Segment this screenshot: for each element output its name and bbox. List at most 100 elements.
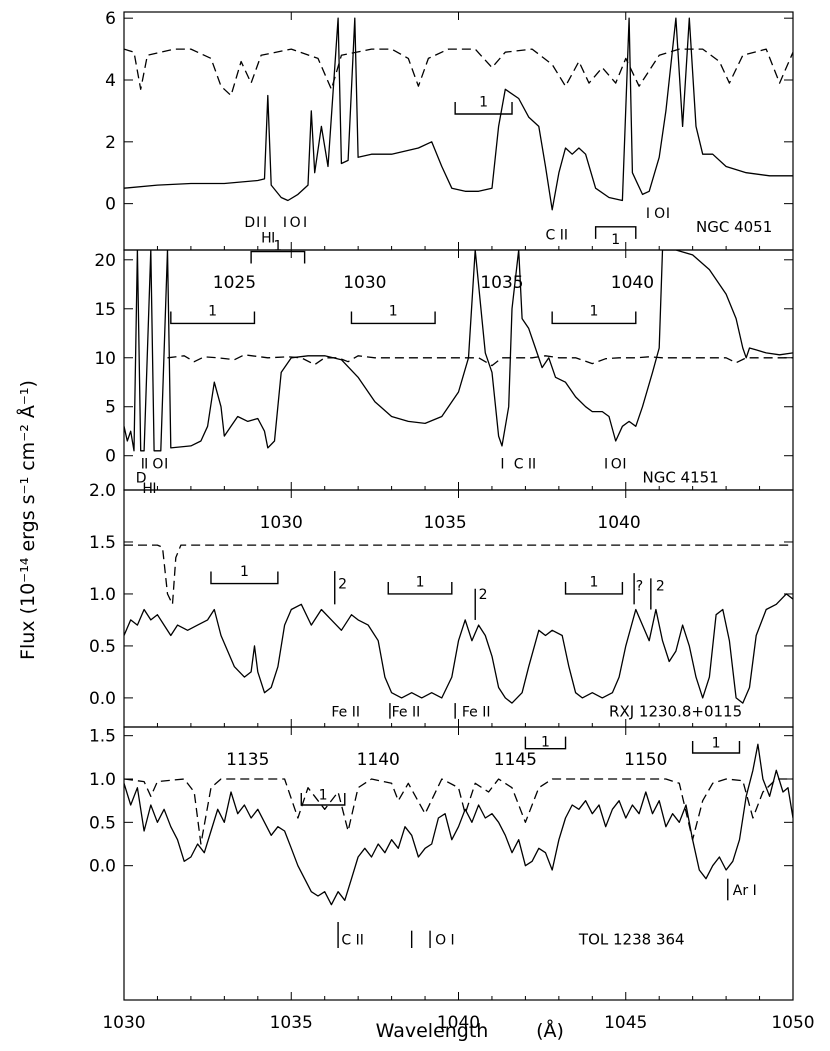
absorption-bracket [524, 736, 567, 750]
observed-spectrum-line [124, 743, 793, 906]
y-tick-label: 0 [105, 447, 116, 467]
top-scale-label: 1135 [226, 750, 269, 770]
y-tick-label: 1.0 [89, 770, 116, 790]
y-tick-label: 1.5 [89, 533, 116, 553]
y-tick-label: 4 [105, 71, 116, 91]
absorption-bracket [594, 226, 637, 239]
bracket-label: 1 [389, 304, 398, 320]
absorption-bracket [691, 741, 741, 754]
line-id-label: I [303, 215, 307, 231]
model-spectrum-dashed [124, 48, 793, 97]
y-axis-title: Flux (10⁻¹⁴ ergs s⁻¹ cm⁻² Å⁻¹) [16, 380, 39, 660]
bracket-label: 1 [240, 564, 249, 580]
line-id-label: I [622, 457, 626, 473]
y-tick-label: 6 [105, 9, 116, 29]
bracket-label: 1 [319, 788, 328, 804]
y-tick-label: 2.0 [89, 481, 116, 501]
line-id-label: I [500, 457, 504, 473]
bracket-label: 1 [611, 232, 620, 248]
line-id-label: 2 [338, 577, 347, 593]
observed-spectrum-line [124, 17, 793, 211]
model-spectrum-dashed [124, 544, 793, 605]
line-id-label: NGC 4151 [642, 468, 718, 486]
panel-frame [123, 11, 794, 251]
x-tick-label: 1045 [604, 1013, 647, 1033]
bracket-label: 1 [541, 735, 550, 751]
absorption-bracket [170, 311, 256, 325]
top-scale-label: 1035 [423, 513, 466, 533]
y-tick-label: 20 [94, 251, 116, 271]
line-id-label: O [611, 457, 622, 473]
top-scale-label: 1030 [343, 273, 386, 293]
x-tick-label: 1050 [771, 1013, 814, 1033]
y-tick-label: 2 [105, 133, 116, 153]
line-id-label: H [142, 481, 153, 497]
panel-series [124, 743, 793, 906]
line-id-label: I [271, 231, 275, 247]
bracket-label: 1 [590, 304, 599, 320]
absorption-bracket [210, 571, 279, 585]
bracket-label: 1 [479, 95, 488, 111]
top-scale-label: 1040 [597, 513, 640, 533]
top-scale-label: 1145 [494, 750, 537, 770]
x-axis-unit: (Å) [536, 1019, 564, 1042]
bracket-label: 1 [712, 736, 721, 752]
x-axis: 1030 1035 1040 1045 1050 [102, 1013, 814, 1033]
line-id-label: I [646, 206, 650, 222]
line-id-label: O I [435, 932, 455, 948]
line-id-label: O [152, 457, 163, 473]
y-tick-label: 0.5 [89, 637, 116, 657]
line-id-label: I [256, 215, 260, 231]
line-id-label: Fe II [462, 704, 491, 720]
line-id-label: I [152, 481, 156, 497]
y-tick-label: 0.5 [89, 813, 116, 833]
line-id-label: Fe II [392, 704, 421, 720]
panel-series [124, 544, 793, 704]
x-tick-label: 1035 [270, 1013, 313, 1033]
line-id-label: NGC 4051 [696, 218, 772, 236]
y-tick-label: 0.0 [89, 689, 116, 709]
bracket-label: 1 [208, 304, 217, 320]
model-spectrum-dashed [167, 354, 793, 367]
line-id-label: I [263, 215, 267, 231]
line-id-label: O [654, 206, 665, 222]
panel-series [124, 17, 793, 211]
observed-spectrum-line [124, 593, 793, 704]
panel-3: 0.0 0.5 1.0 1.5 2.0 1030 1035 1040 1 1 1 2 2? 2 Fe II F… [89, 481, 794, 728]
y-tick-label: 10 [94, 349, 116, 369]
line-id-label: I [283, 215, 287, 231]
line-id-label: I [164, 457, 168, 473]
top-scale-label: 1150 [624, 750, 667, 770]
absorption-bracket [300, 793, 346, 806]
line-id-label: Fe II [331, 704, 360, 720]
line-id-label: C II [341, 932, 363, 948]
line-id-label: D [244, 215, 255, 231]
line-id-label: 2 [479, 587, 488, 603]
observed-spectrum-line [124, 250, 793, 452]
line-id-label: I [604, 457, 608, 473]
top-scale-label: 1035 [480, 273, 523, 293]
line-id-label: H [261, 231, 272, 247]
line-id-label: 2 [656, 579, 665, 595]
line-id-label: Ar I [733, 883, 757, 899]
top-scale-label: 1030 [260, 513, 303, 533]
top-scale-label: 1040 [611, 273, 654, 293]
model-spectrum-dashed [124, 778, 793, 845]
y-tick-label: 15 [94, 300, 116, 320]
line-id-label: O [290, 215, 301, 231]
y-tick-label: 1.5 [89, 727, 116, 747]
x-tick-label: 1030 [102, 1013, 145, 1033]
x-tick-label: 1040 [437, 1013, 480, 1033]
bracket-label: 1 [590, 574, 599, 590]
line-id-label: TOL 1238 364 [578, 930, 685, 948]
panel-frame [123, 726, 794, 1001]
y-tick-label: 0 [105, 195, 116, 215]
absorption-bracket [551, 311, 637, 325]
y-tick-label: 1.0 [89, 585, 116, 605]
line-id-label: C II [514, 457, 536, 473]
top-scale-label: 1025 [213, 273, 256, 293]
